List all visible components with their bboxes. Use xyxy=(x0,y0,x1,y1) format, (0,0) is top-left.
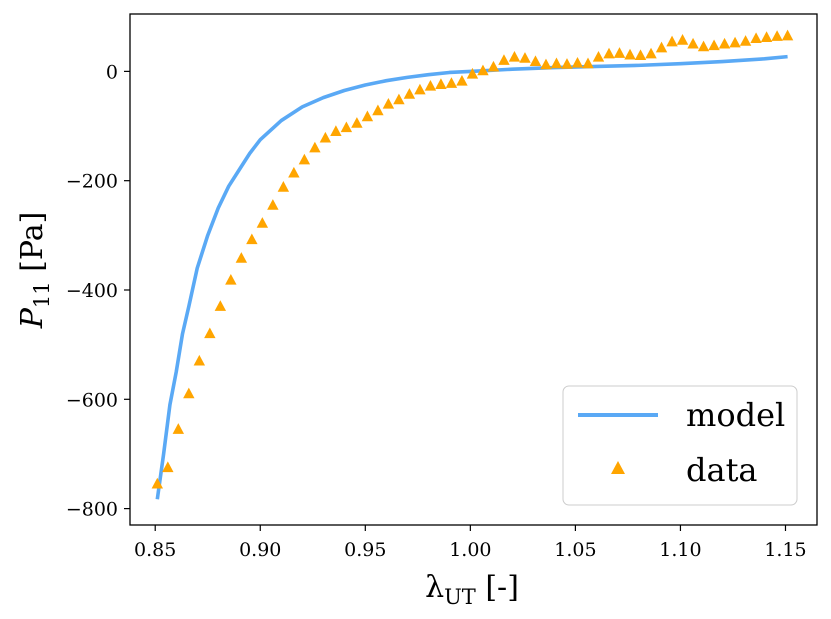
x-tick-label: 0.85 xyxy=(134,539,176,561)
data-point xyxy=(645,47,657,59)
data-point xyxy=(697,40,710,52)
y-tick-label: −600 xyxy=(66,389,118,411)
plot-frame xyxy=(129,13,818,526)
data-point xyxy=(319,131,332,143)
data-point xyxy=(393,93,405,105)
x-axis-ticks: 0.85 0.90 0.95 1.00 1.05 1.10 1.15 xyxy=(134,525,807,561)
data-point xyxy=(760,31,773,42)
data-point xyxy=(309,141,321,153)
data-point xyxy=(256,217,269,228)
legend: model data xyxy=(562,385,798,506)
data-point xyxy=(624,48,636,60)
data-point xyxy=(414,83,426,95)
data-point xyxy=(340,121,353,133)
x-tick-label: 1.05 xyxy=(554,539,596,561)
legend-data-label: data xyxy=(686,451,758,489)
data-point xyxy=(382,97,395,109)
data-point xyxy=(666,35,678,47)
data-point xyxy=(603,47,615,59)
data-point xyxy=(687,37,699,49)
y-tick-label: −200 xyxy=(66,171,118,193)
data-point xyxy=(172,423,185,434)
data-point xyxy=(351,117,363,128)
data-point xyxy=(151,477,164,489)
data-point xyxy=(498,54,510,65)
data-point xyxy=(708,39,720,51)
x-tick-label: 1.10 xyxy=(659,539,701,561)
y-tick-label: 0 xyxy=(106,61,118,83)
model-line xyxy=(155,54,788,500)
data-point xyxy=(445,77,458,88)
data-point xyxy=(435,78,447,89)
data-point xyxy=(372,104,384,116)
x-tick-label: 1.00 xyxy=(449,539,491,561)
legend-data-swatch xyxy=(611,461,625,474)
x-tick-label: 0.90 xyxy=(239,539,281,561)
data-point xyxy=(487,60,500,72)
data-point xyxy=(529,55,542,67)
data-point xyxy=(582,57,594,69)
data-point xyxy=(466,67,479,79)
data-point xyxy=(550,57,563,69)
data-point xyxy=(771,30,783,41)
data-point xyxy=(225,273,237,285)
data-point xyxy=(183,387,195,399)
data-point xyxy=(288,166,300,178)
x-axis-label: λUT [-] xyxy=(425,570,519,609)
data-point xyxy=(298,153,311,165)
data-point xyxy=(403,88,416,99)
data-point xyxy=(424,79,437,91)
data-point xyxy=(561,58,573,69)
data-point xyxy=(729,36,741,48)
data-point xyxy=(655,41,668,53)
y-axis-label: P11 [Pa] xyxy=(15,212,54,330)
data-point xyxy=(571,56,584,68)
data-point xyxy=(634,49,647,60)
data-point xyxy=(277,181,290,192)
y-axis-ticks: −800 −600 −400 −200 0 xyxy=(66,61,130,521)
data-point xyxy=(477,64,489,76)
x-tick-label: 0.95 xyxy=(344,539,386,561)
data-point xyxy=(193,354,206,366)
data-point xyxy=(750,32,762,44)
data-point xyxy=(235,252,248,263)
y-tick-label: −800 xyxy=(66,499,118,521)
data-point xyxy=(162,461,174,473)
data-point xyxy=(613,47,626,58)
series-layer xyxy=(151,29,794,500)
y-tick-label: −400 xyxy=(66,280,118,302)
data-point xyxy=(540,58,552,70)
data-point xyxy=(676,34,689,45)
data-point xyxy=(592,50,605,62)
data-point xyxy=(204,327,216,339)
data-point xyxy=(739,35,752,46)
data-point xyxy=(214,300,227,311)
legend-model-label: model xyxy=(686,396,785,434)
data-point xyxy=(456,75,468,86)
data-point xyxy=(718,37,731,49)
x-tick-label: 1.15 xyxy=(764,539,806,561)
data-point xyxy=(361,110,374,122)
data-point xyxy=(246,233,258,245)
data-point xyxy=(508,50,521,62)
data-point xyxy=(781,29,794,41)
data-point xyxy=(519,52,531,63)
data-point xyxy=(330,125,342,136)
data-point xyxy=(267,199,279,210)
